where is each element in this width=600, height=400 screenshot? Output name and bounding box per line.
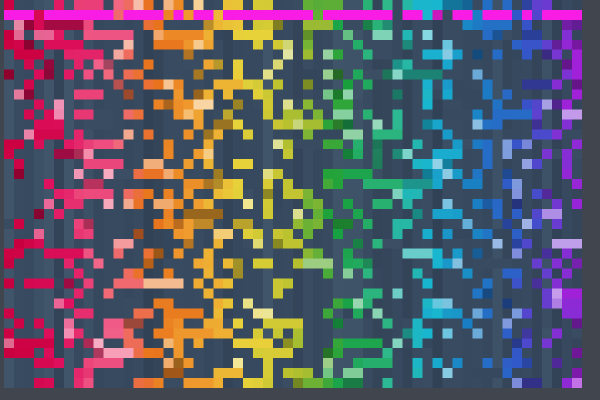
heatmap-canvas	[4, 0, 582, 388]
heatmap-plot-area	[4, 0, 582, 388]
